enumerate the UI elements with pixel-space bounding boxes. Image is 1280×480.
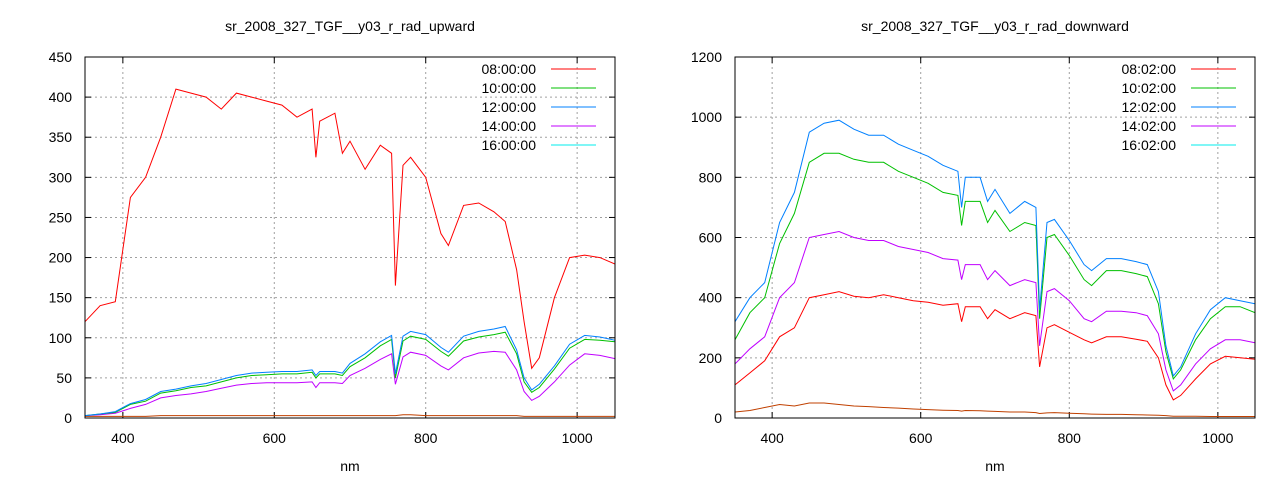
y-tick-label: 450 bbox=[49, 49, 73, 65]
series-line-160000 bbox=[85, 414, 615, 417]
chart-title: sr_2008_327_TGF__y03_r_rad_downward bbox=[861, 18, 1129, 34]
y-tick-label: 800 bbox=[699, 169, 723, 185]
y-tick-label: 350 bbox=[49, 129, 73, 145]
x-tick-label: 1000 bbox=[562, 430, 593, 446]
y-tick-label: 600 bbox=[699, 230, 723, 246]
x-axis-label: nm bbox=[985, 458, 1004, 474]
series-line-140000 bbox=[85, 350, 615, 417]
series-line-120200 bbox=[735, 119, 1255, 377]
chart-panel-2: 0 200 400 600 800 1000 1200 400 600 800 1000 sr_200… bbox=[691, 18, 1256, 474]
series-line-100000 bbox=[85, 331, 615, 417]
y-tick-label: 250 bbox=[49, 209, 73, 225]
y-tick-label: 200 bbox=[699, 350, 723, 366]
series-line-080200 bbox=[735, 291, 1255, 401]
y-tick-label: 150 bbox=[49, 290, 73, 306]
y-tick-label: 0 bbox=[64, 410, 72, 426]
legend-label: 12:00:00 bbox=[482, 99, 537, 115]
y-tick-label: 100 bbox=[49, 330, 73, 346]
x-tick-label: 600 bbox=[909, 430, 933, 446]
series-line-080000 bbox=[85, 88, 615, 370]
y-tick-label: 1000 bbox=[691, 109, 722, 125]
plot-frame bbox=[734, 56, 1256, 419]
y-tick-label: 400 bbox=[49, 89, 73, 105]
x-tick-label: 600 bbox=[263, 430, 287, 446]
x-axis-label: nm bbox=[340, 458, 359, 474]
x-tick-label: 800 bbox=[414, 430, 438, 446]
x-tick-label: 800 bbox=[1058, 430, 1082, 446]
series-line-120000 bbox=[85, 325, 615, 417]
y-tick-label: 300 bbox=[49, 169, 73, 185]
legend-label: 12:02:00 bbox=[1122, 99, 1177, 115]
legend-label: 10:02:00 bbox=[1122, 80, 1177, 96]
legend-label: 08:02:00 bbox=[1122, 61, 1177, 77]
legend-label: 08:00:00 bbox=[482, 61, 537, 77]
legend-label: 16:00:00 bbox=[482, 137, 537, 153]
series-line-160200 bbox=[735, 402, 1255, 417]
y-tick-label: 200 bbox=[49, 250, 73, 266]
y-tick-label: 0 bbox=[714, 410, 722, 426]
y-tick-label: 1200 bbox=[691, 49, 722, 65]
series-line-100200 bbox=[735, 152, 1255, 380]
legend-label: 14:00:00 bbox=[482, 118, 537, 134]
x-tick-label: 400 bbox=[760, 430, 784, 446]
y-tick-label: 400 bbox=[699, 290, 723, 306]
legend-label: 14:02:00 bbox=[1122, 118, 1177, 134]
chart-panel-1: 0 50 100 150 200 250 300 350 400 450 400 600 800 1000… bbox=[49, 18, 616, 474]
x-tick-label: 400 bbox=[111, 430, 135, 446]
series-line-140200 bbox=[735, 230, 1255, 392]
plot-frame bbox=[84, 56, 616, 419]
x-tick-label: 1000 bbox=[1202, 430, 1233, 446]
legend-label: 10:00:00 bbox=[482, 80, 537, 96]
legend-label: 16:02:00 bbox=[1122, 137, 1177, 153]
chart-title: sr_2008_327_TGF__y03_r_rad_upward bbox=[225, 18, 475, 34]
y-tick-label: 50 bbox=[56, 370, 72, 386]
